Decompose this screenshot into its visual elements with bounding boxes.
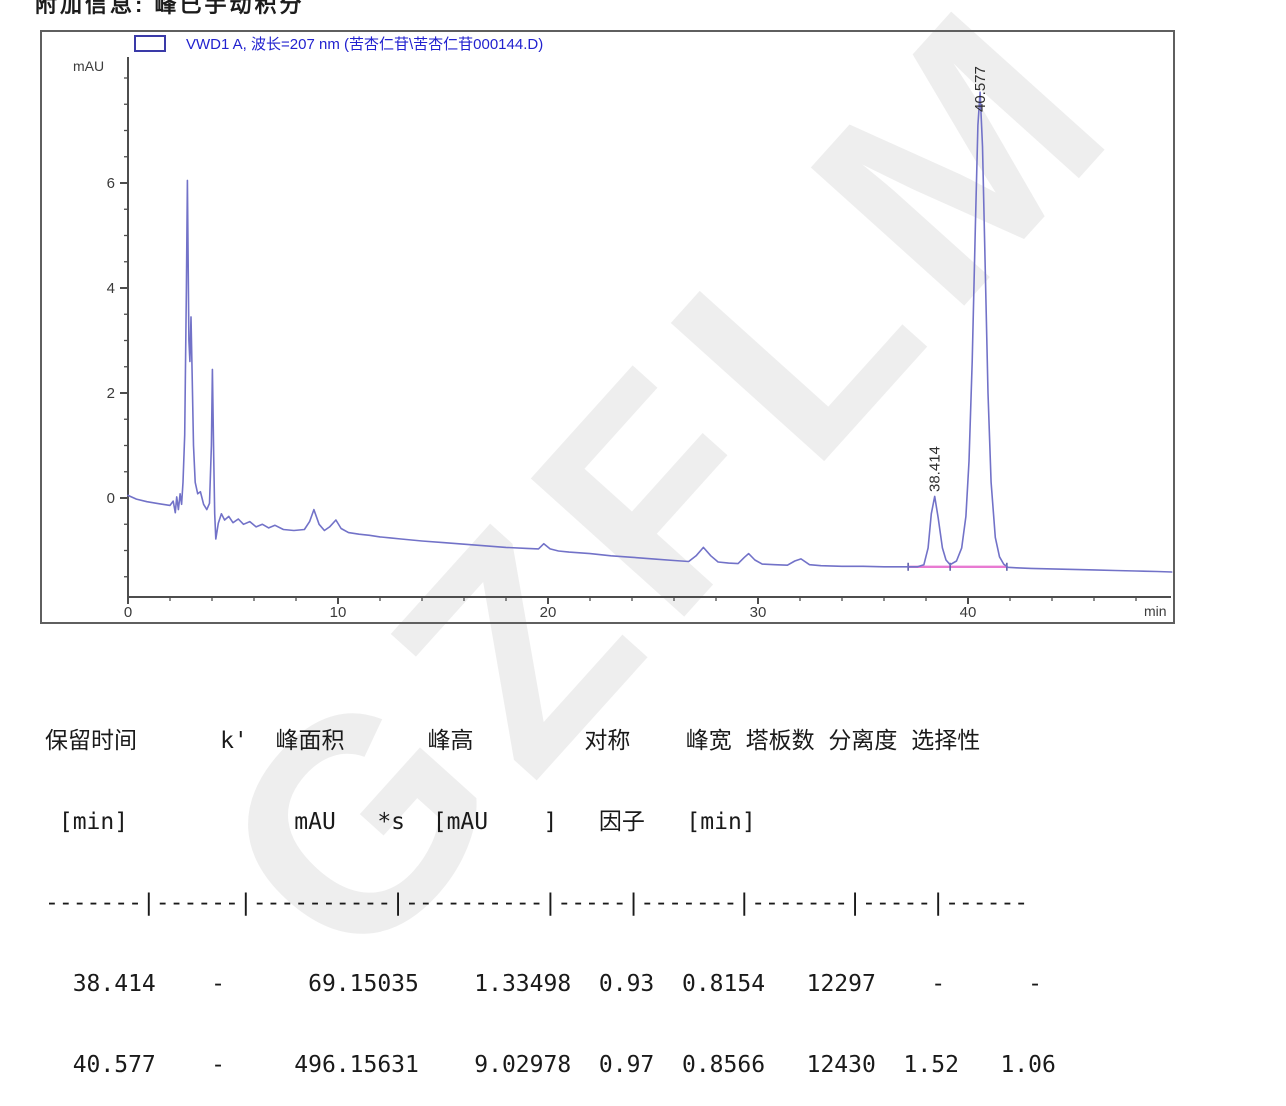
table-header-row-1: 保留时间 k' 峰面积 峰高 对称 峰宽 塔板数 分离度 选择性 [45, 728, 981, 754]
x-axis-unit-label: min [1144, 603, 1167, 619]
table-row-2: 40.577 - 496.15631 9.02978 0.97 0.8566 1… [45, 1052, 1056, 1078]
peak-results-table: 保留时间 k' 峰面积 峰高 对称 峰宽 塔板数 分离度 选择性 [min] m… [45, 674, 1056, 1106]
table-separator: -------|------|----------|----------|---… [45, 890, 1029, 916]
legend-swatch [134, 35, 166, 52]
table-header-row-2: [min] mAU *s [mAU ] 因子 [min] [45, 809, 756, 835]
table-row-1: 38.414 - 69.15035 1.33498 0.93 0.8154 12… [45, 971, 1042, 997]
chromatogram-panel: VWD1 A, 波长=207 nm (苦杏仁苷\苦杏仁苷000144.D) mA… [40, 30, 1175, 624]
clipped-header-text: 附加信息: 峰已手动积分 [35, 0, 305, 17]
legend-label: VWD1 A, 波长=207 nm (苦杏仁苷\苦杏仁苷000144.D) [186, 36, 544, 53]
y-axis-unit-label: mAU [73, 58, 105, 74]
